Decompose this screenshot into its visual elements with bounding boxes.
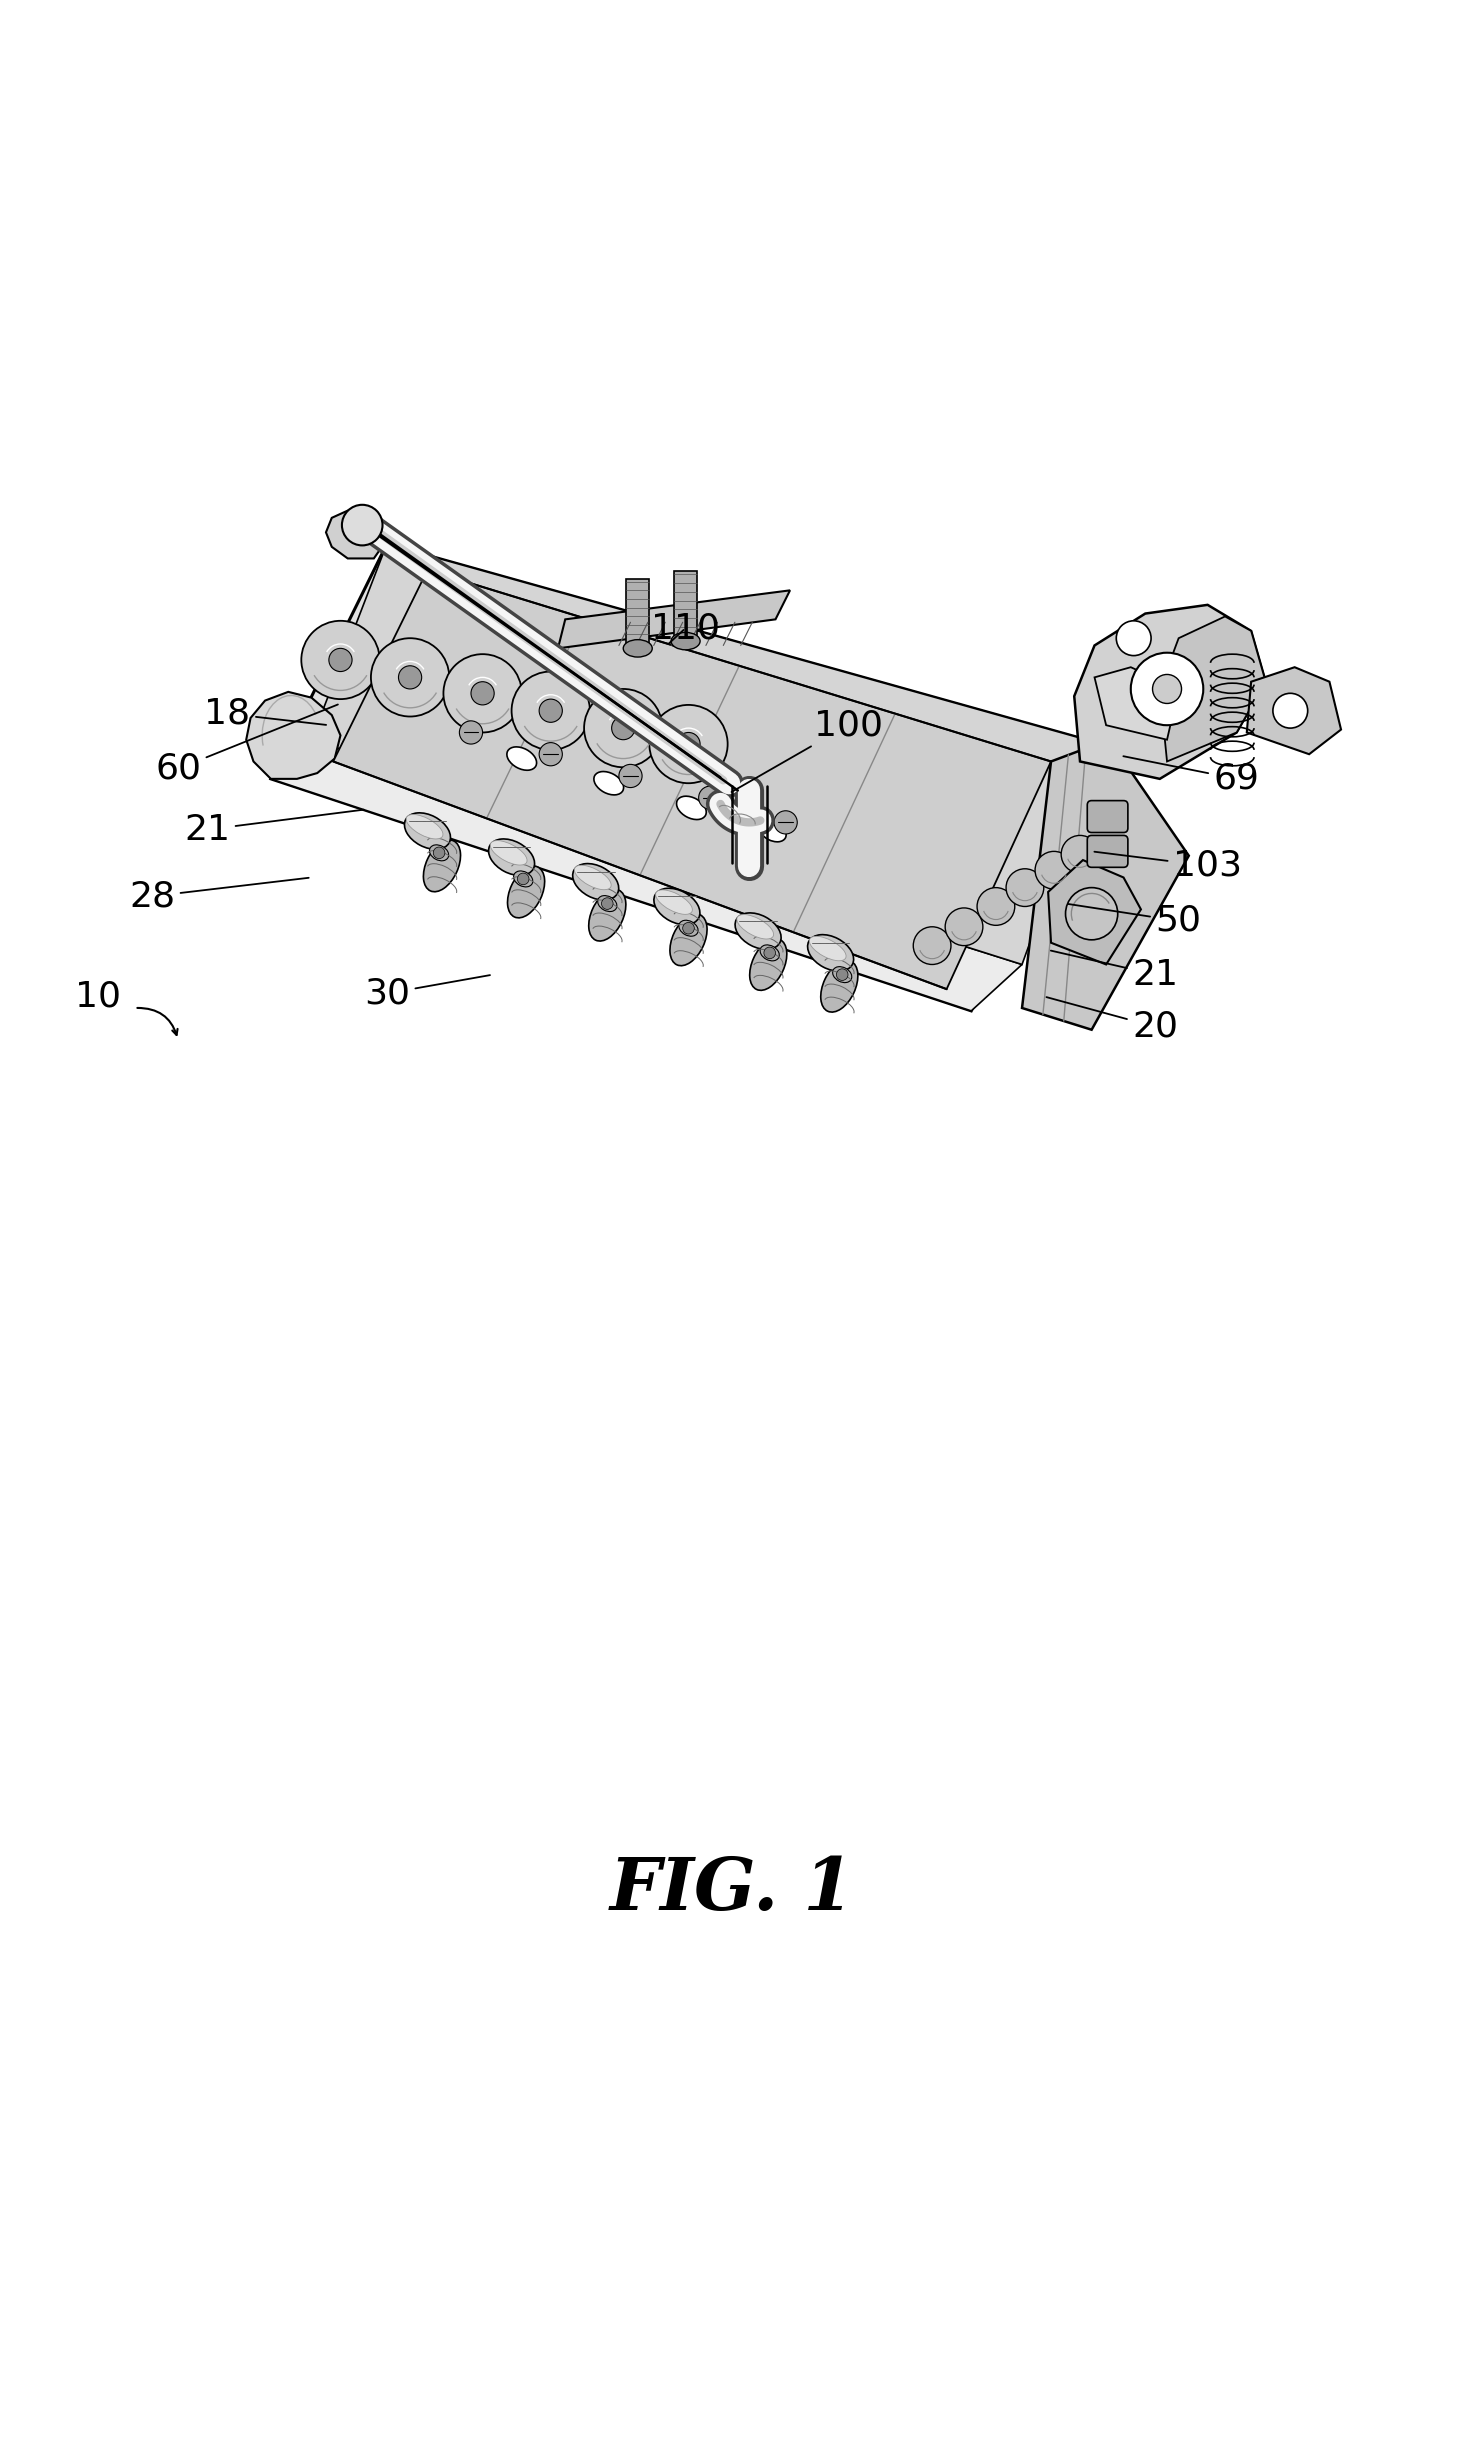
- Polygon shape: [1022, 740, 1189, 1029]
- Circle shape: [1066, 887, 1117, 939]
- Ellipse shape: [676, 797, 706, 819]
- Ellipse shape: [654, 887, 700, 924]
- Ellipse shape: [735, 912, 782, 949]
- Circle shape: [471, 681, 495, 706]
- Circle shape: [433, 848, 445, 858]
- Ellipse shape: [406, 814, 444, 838]
- Circle shape: [698, 787, 722, 809]
- Ellipse shape: [821, 961, 858, 1012]
- Ellipse shape: [597, 895, 616, 912]
- Polygon shape: [271, 740, 1022, 1010]
- Polygon shape: [246, 691, 341, 779]
- Ellipse shape: [750, 939, 786, 990]
- Text: 110: 110: [651, 610, 720, 645]
- Text: FIG. 1: FIG. 1: [609, 1853, 855, 1924]
- Circle shape: [398, 667, 422, 689]
- Text: 60: 60: [155, 703, 338, 787]
- Text: 50: 50: [1069, 904, 1202, 939]
- Circle shape: [539, 743, 562, 765]
- Ellipse shape: [671, 632, 700, 650]
- Polygon shape: [558, 591, 791, 650]
- Circle shape: [329, 650, 351, 672]
- Text: 20: 20: [1047, 998, 1179, 1044]
- Circle shape: [676, 733, 700, 755]
- Ellipse shape: [760, 946, 779, 961]
- Polygon shape: [326, 510, 384, 559]
- Circle shape: [539, 699, 562, 723]
- Circle shape: [302, 620, 379, 699]
- Ellipse shape: [507, 748, 537, 770]
- Text: 69: 69: [1123, 757, 1259, 797]
- FancyBboxPatch shape: [627, 578, 650, 650]
- Circle shape: [1061, 836, 1099, 873]
- Polygon shape: [312, 544, 1102, 966]
- Ellipse shape: [489, 838, 534, 875]
- Ellipse shape: [572, 863, 619, 900]
- Ellipse shape: [656, 890, 692, 914]
- Circle shape: [1152, 674, 1181, 703]
- Circle shape: [444, 654, 521, 733]
- Ellipse shape: [404, 814, 451, 850]
- Ellipse shape: [624, 640, 653, 657]
- Ellipse shape: [671, 914, 707, 966]
- Ellipse shape: [589, 890, 625, 941]
- Ellipse shape: [679, 919, 698, 936]
- Circle shape: [602, 897, 613, 909]
- Text: 103: 103: [1095, 848, 1241, 882]
- Circle shape: [836, 968, 848, 980]
- Text: 21: 21: [184, 809, 365, 846]
- Polygon shape: [334, 571, 1051, 990]
- Polygon shape: [1048, 860, 1140, 966]
- Ellipse shape: [574, 865, 610, 890]
- Ellipse shape: [490, 841, 527, 865]
- Ellipse shape: [833, 966, 852, 983]
- Ellipse shape: [736, 914, 773, 939]
- Ellipse shape: [808, 934, 854, 971]
- Ellipse shape: [423, 841, 461, 892]
- Text: 30: 30: [365, 975, 490, 1010]
- Circle shape: [619, 765, 643, 787]
- Circle shape: [774, 811, 798, 833]
- Ellipse shape: [429, 846, 448, 860]
- Ellipse shape: [594, 772, 624, 794]
- FancyBboxPatch shape: [673, 571, 697, 642]
- Ellipse shape: [810, 936, 846, 961]
- Circle shape: [1116, 620, 1151, 654]
- Polygon shape: [1095, 667, 1179, 740]
- Circle shape: [370, 637, 449, 716]
- Circle shape: [682, 922, 694, 934]
- Polygon shape: [1159, 618, 1266, 762]
- Circle shape: [517, 873, 529, 885]
- FancyBboxPatch shape: [1088, 801, 1127, 833]
- Circle shape: [1006, 868, 1044, 907]
- Circle shape: [650, 706, 728, 784]
- Circle shape: [764, 946, 776, 958]
- Circle shape: [914, 926, 952, 966]
- Ellipse shape: [758, 821, 786, 841]
- Circle shape: [460, 721, 483, 745]
- Text: 18: 18: [205, 696, 326, 730]
- FancyBboxPatch shape: [1088, 836, 1127, 868]
- Circle shape: [976, 887, 1015, 926]
- Polygon shape: [1247, 667, 1341, 755]
- Circle shape: [343, 505, 382, 547]
- Circle shape: [946, 907, 982, 946]
- Text: 21: 21: [1051, 951, 1179, 993]
- Polygon shape: [271, 544, 1102, 1010]
- Text: 10: 10: [75, 980, 122, 1012]
- Circle shape: [1272, 694, 1307, 728]
- Ellipse shape: [514, 870, 533, 887]
- Text: 28: 28: [129, 877, 309, 914]
- Text: 100: 100: [732, 708, 883, 792]
- Circle shape: [511, 672, 590, 750]
- Circle shape: [584, 689, 662, 767]
- Circle shape: [612, 716, 635, 740]
- Circle shape: [1130, 652, 1203, 725]
- Polygon shape: [1075, 605, 1266, 779]
- Circle shape: [1035, 850, 1073, 890]
- Ellipse shape: [508, 865, 545, 917]
